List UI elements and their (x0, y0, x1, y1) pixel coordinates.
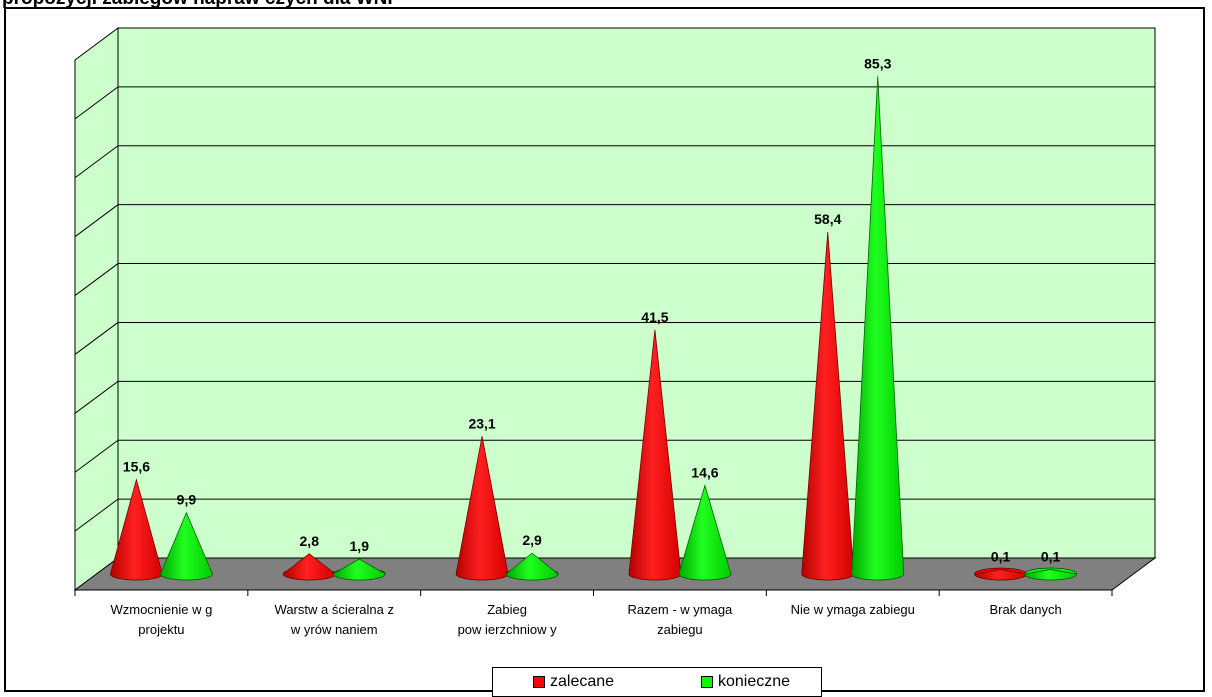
gridline-side (74, 86, 119, 120)
category-label-line: Nie w ymaga zabiegu (790, 602, 915, 617)
data-label-konieczne: 2,9 (522, 532, 542, 548)
legend-swatch-zalecane (533, 676, 545, 688)
category-label: Warstw a ścieralna z w yrów naniem (250, 600, 418, 640)
category-label-line: Warstw a ścieralna z (274, 602, 394, 617)
gridline-side (74, 145, 119, 179)
category-label-line: Razem - w ymaga (627, 602, 733, 617)
data-label-zalecane: 58,4 (814, 211, 841, 227)
data-label-zalecane: 15,6 (123, 459, 150, 475)
cone-konieczne (505, 552, 559, 581)
category-label-line: pow ierzchniow y (457, 622, 557, 637)
data-label-konieczne: 9,9 (177, 492, 197, 508)
data-label-zalecane: 0,1 (991, 548, 1011, 564)
category-label: Razem - w ymaga zabiegu (596, 600, 764, 640)
category-label: Brak danych (942, 600, 1110, 620)
legend-item-zalecane: zalecane (533, 673, 614, 691)
data-label-konieczne: 1,9 (350, 538, 370, 554)
legend-swatch-konieczne (701, 676, 713, 688)
legend: zalecane konieczne (492, 667, 822, 697)
category-label-line: zabiegu (657, 622, 703, 637)
data-label-konieczne: 14,6 (691, 465, 718, 481)
gridline-side (74, 439, 119, 473)
category-label-line: Zabieg (487, 602, 527, 617)
cone-konieczne (851, 76, 905, 581)
data-label-konieczne: 0,1 (1041, 548, 1061, 564)
legend-label-konieczne: konieczne (718, 673, 791, 690)
gridline-side (74, 380, 119, 414)
cone-konieczne (160, 511, 213, 581)
category-label: Wzmocnienie w g projektu (77, 600, 245, 640)
legend-item-konieczne: konieczne (701, 673, 790, 691)
data-label-konieczne: 85,3 (864, 55, 891, 71)
gridline-side (74, 322, 119, 355)
gridline-side (74, 204, 119, 238)
data-label-zalecane: 23,1 (468, 415, 495, 431)
category-label-line: projektu (138, 622, 185, 637)
category-label-line: Brak danych (989, 602, 1062, 617)
side-wall (74, 27, 119, 591)
data-label-zalecane: 41,5 (641, 309, 668, 325)
chart-title: propozycji zabiegów napraw czych dla WNP (2, 0, 400, 10)
gridline-side (74, 498, 119, 532)
cone-konieczne (332, 558, 386, 581)
cone-konieczne (678, 484, 732, 581)
data-label-zalecane: 2,8 (300, 533, 320, 549)
category-label-line: Wzmocnienie w g (110, 602, 213, 617)
category-label: Zabieg pow ierzchniow y (423, 600, 591, 640)
cone-konieczne (1024, 569, 1077, 581)
category-label: Nie w ymaga zabiegu (769, 600, 937, 620)
legend-label-zalecane: zalecane (550, 673, 615, 690)
gridline-side (74, 263, 119, 296)
back-wall (117, 27, 1156, 559)
category-label-line: w yrów naniem (290, 622, 378, 637)
